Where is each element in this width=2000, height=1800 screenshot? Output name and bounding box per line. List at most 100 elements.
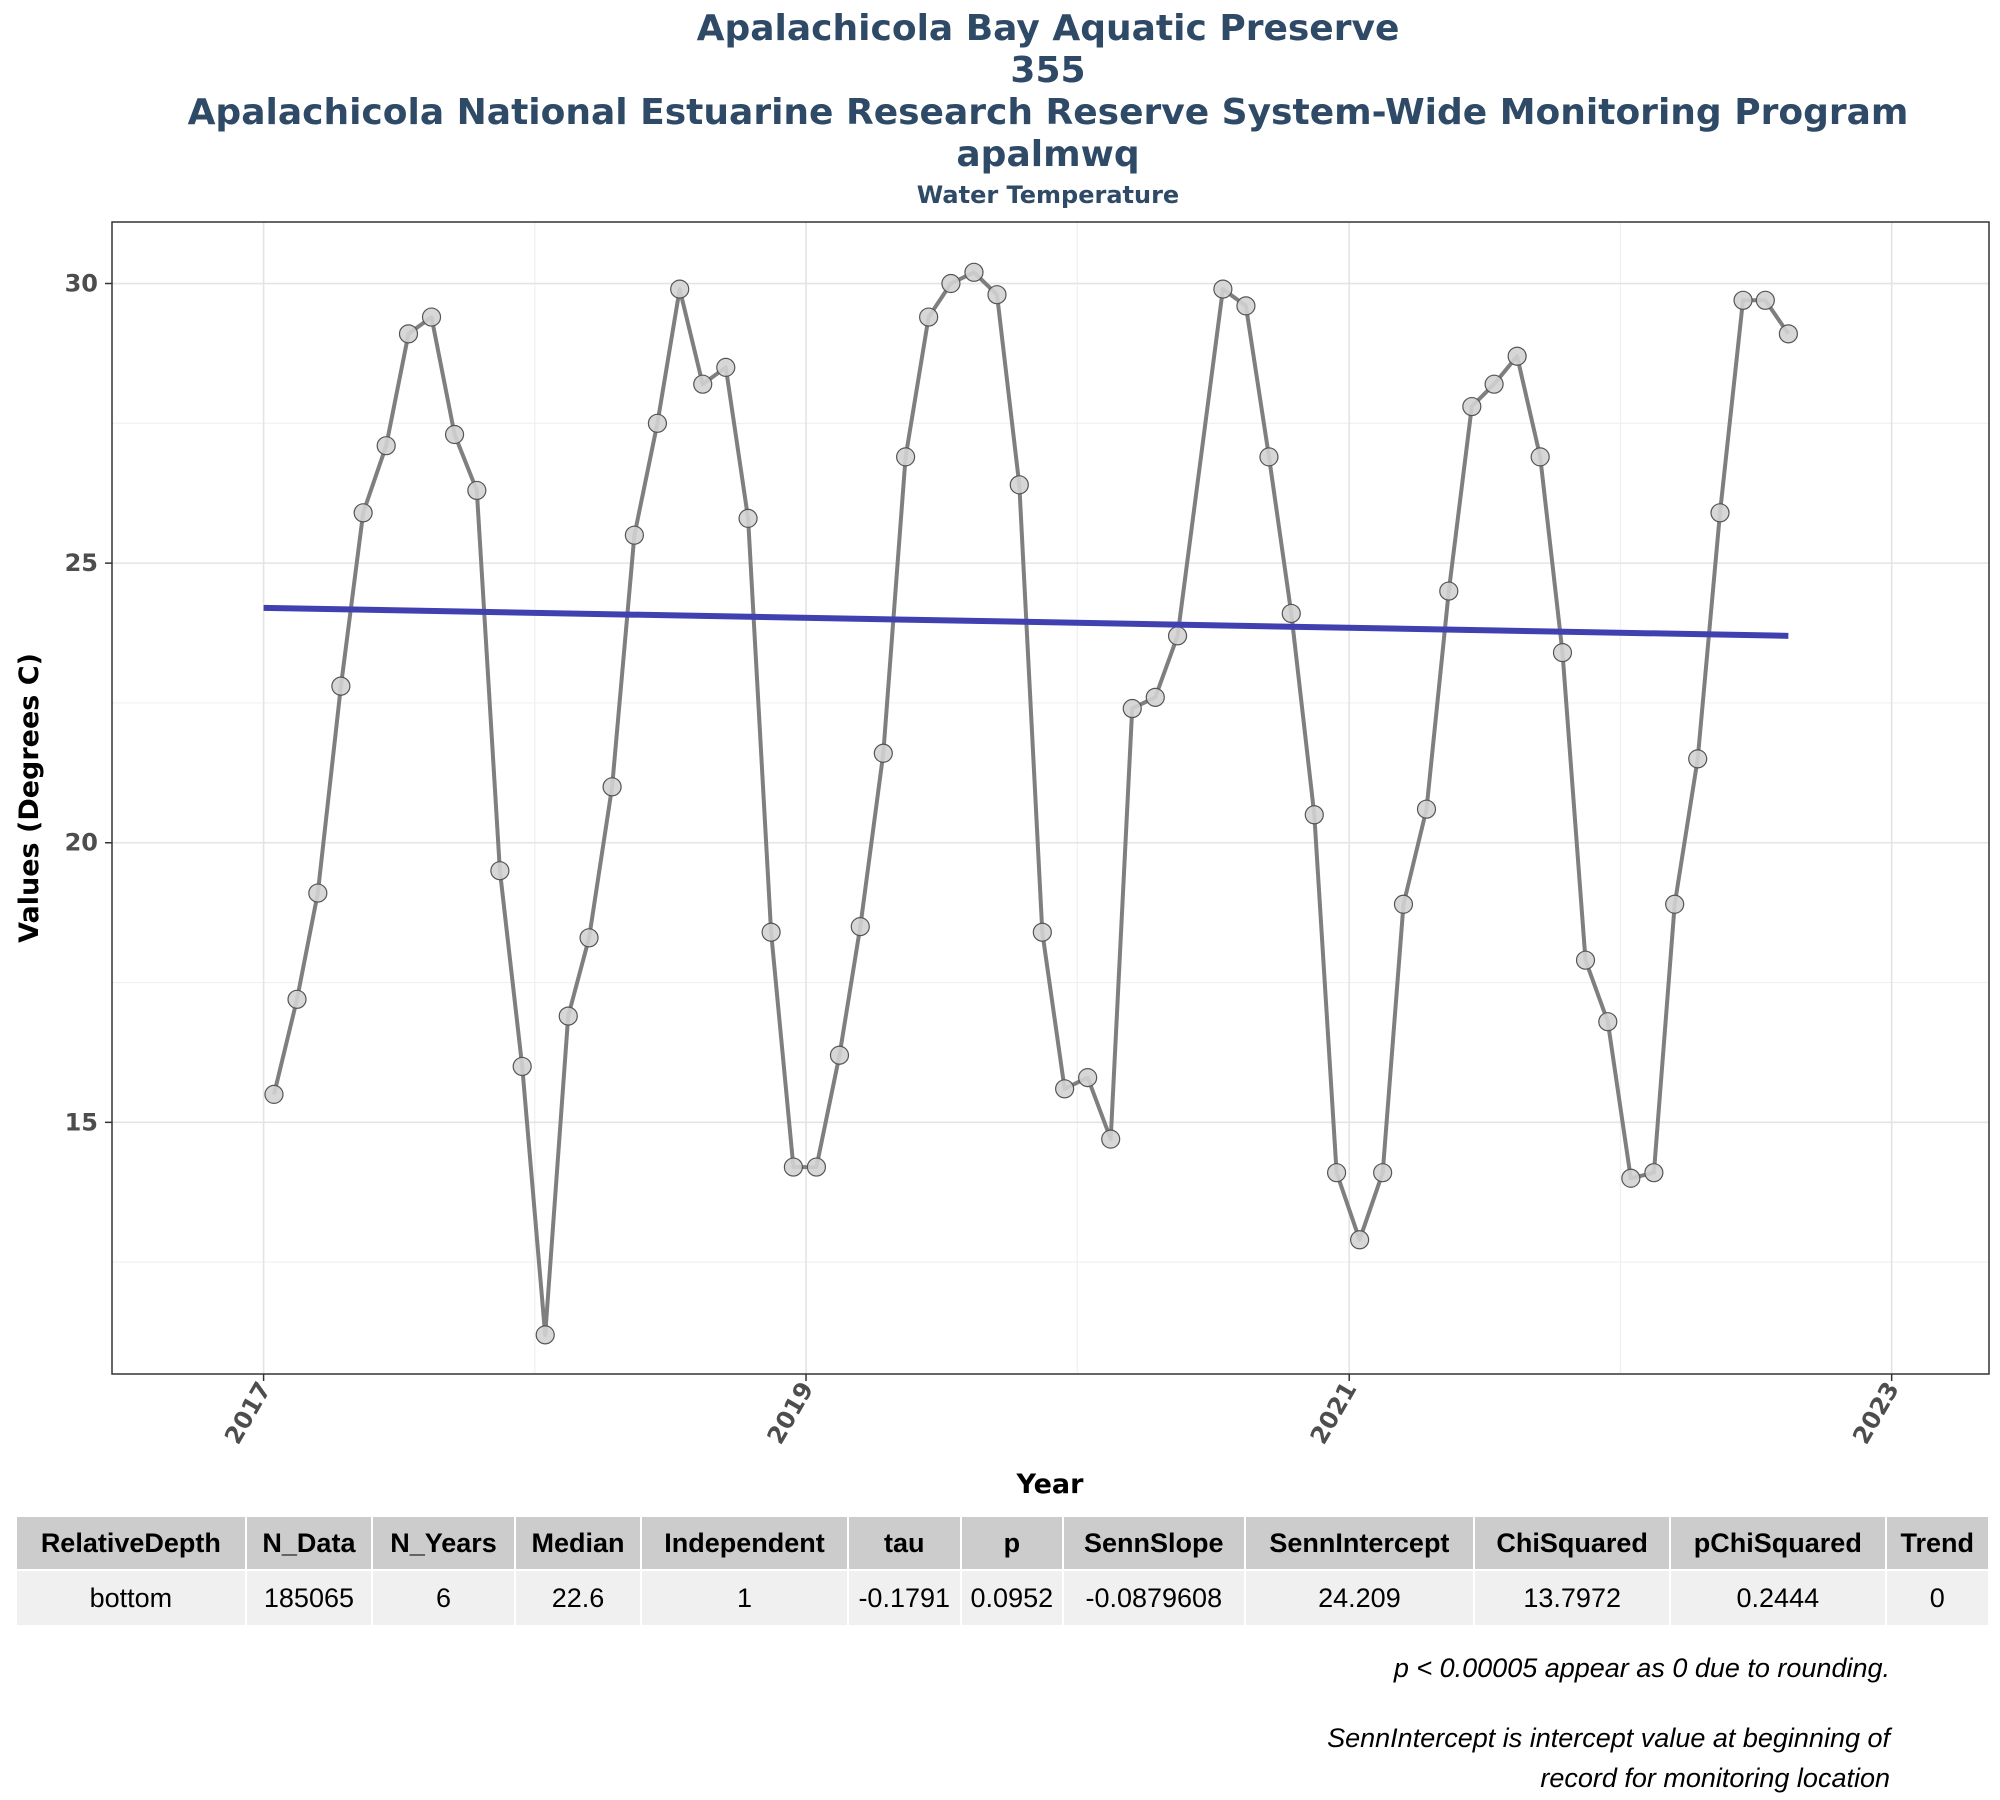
data-point	[1688, 749, 1708, 769]
data-point	[421, 307, 442, 327]
plot-background	[112, 222, 1989, 1374]
stats-header-n_years: N_Years	[373, 1517, 514, 1569]
data-point	[670, 279, 690, 299]
stats-cell-n_data: 185065	[246, 1571, 372, 1625]
plot-panel-border	[111, 221, 1990, 1375]
data-point	[398, 324, 419, 344]
data-point	[1101, 1129, 1121, 1149]
data-point	[1304, 805, 1324, 825]
data-point	[873, 743, 893, 763]
data-point	[1621, 1168, 1641, 1188]
data-point	[558, 1006, 578, 1026]
data-point	[1439, 581, 1459, 601]
data-point	[1032, 922, 1052, 942]
data-point	[1733, 290, 1753, 310]
data-point	[579, 928, 599, 948]
y-tick-label: 20	[65, 829, 98, 857]
stats-header-sennintercept: SennIntercept	[1245, 1517, 1474, 1569]
title-line-2: 355	[1010, 50, 1086, 91]
data-point	[1236, 296, 1256, 316]
data-point	[535, 1325, 555, 1345]
data-point	[964, 262, 984, 282]
data-point	[829, 1045, 850, 1065]
data-point	[919, 307, 939, 327]
stats-cell-sennintercept: 24.209	[1245, 1571, 1474, 1625]
title-line-1: Apalachicola Bay Aquatic Preserve	[696, 8, 1400, 49]
x-tick-label: 2023	[1847, 1377, 1905, 1449]
y-tick-label: 30	[65, 270, 98, 298]
data-point	[783, 1157, 803, 1177]
data-point	[1281, 603, 1301, 624]
stats-header-median: Median	[515, 1517, 641, 1569]
data-point	[1665, 894, 1685, 914]
data-point	[331, 676, 351, 696]
data-point	[1259, 447, 1279, 467]
stats-header-row: RelativeDepth N_Data N_Years Median Independ…	[17, 1517, 1988, 1569]
temperature-chart: 15 20 25 30 2017 2019 2021 2023 Year Values (De…	[14, 221, 1990, 1500]
data-point	[941, 273, 961, 294]
data-point	[602, 777, 622, 797]
stats-cell-chisquared: 13.7972	[1475, 1571, 1670, 1625]
data-point	[1755, 290, 1775, 310]
data-point	[1055, 1079, 1075, 1099]
stats-header-trend: Trend	[1886, 1517, 1988, 1569]
title-line-3: Apalachicola National Estuarine Research…	[187, 92, 1909, 133]
stats-header-sennslope: SennSlope	[1063, 1517, 1244, 1569]
data-point	[287, 989, 307, 1009]
data-point	[1575, 950, 1596, 970]
data-point	[512, 1056, 532, 1077]
data-point	[1462, 396, 1482, 417]
stats-cell-n_years: 6	[373, 1571, 514, 1625]
stats-cell-trend: 0	[1886, 1571, 1988, 1625]
x-tick-label: 2017	[219, 1377, 277, 1449]
data-point	[987, 285, 1007, 305]
stats-header-chisquared: ChiSquared	[1475, 1517, 1670, 1569]
data-point	[308, 883, 328, 903]
stats-cell-median: 22.6	[515, 1571, 641, 1625]
data-point	[1552, 643, 1573, 663]
stats-header-relativedepth: RelativeDepth	[17, 1517, 245, 1569]
data-point	[1078, 1068, 1098, 1088]
stats-cell-pchisquared: 0.2444	[1671, 1571, 1885, 1625]
data-point	[1644, 1163, 1664, 1183]
data-point	[1710, 503, 1730, 523]
data-point	[1213, 279, 1233, 299]
data-point	[444, 424, 465, 445]
data-point	[1373, 1163, 1393, 1183]
data-point	[1778, 324, 1798, 344]
stats-cell-sennslope: -0.0879608	[1063, 1571, 1244, 1625]
stats-header-p: p	[961, 1517, 1062, 1569]
x-tick-label: 2021	[1305, 1377, 1363, 1449]
y-tick-label: 25	[65, 549, 98, 577]
data-point	[1598, 1012, 1618, 1032]
data-point	[1350, 1230, 1370, 1250]
data-point	[1507, 346, 1527, 366]
data-point	[353, 503, 373, 523]
data-point	[850, 917, 870, 937]
data-point	[1416, 799, 1437, 819]
data-point	[624, 525, 644, 545]
data-point	[1009, 475, 1029, 495]
stats-cell-independent: 1	[642, 1571, 847, 1625]
stats-table: RelativeDepth N_Data N_Years Median Independ…	[15, 1515, 1990, 1627]
data-point	[647, 413, 668, 433]
data-point	[1145, 687, 1165, 707]
data-point	[376, 436, 396, 456]
data-point	[490, 861, 510, 881]
stats-header-pchisquared: pChiSquared	[1671, 1517, 1885, 1569]
stats-header-n_data: N_Data	[246, 1517, 372, 1569]
intercept-note-line-2: record for monitoring location	[1540, 1763, 1890, 1793]
chart-titles: Apalachicola Bay Aquatic Preserve 355 Ap…	[0, 8, 2000, 212]
series-group	[263, 262, 1798, 1345]
data-point	[693, 374, 713, 394]
trend-line	[263, 604, 1789, 639]
data-point	[806, 1157, 827, 1177]
stats-cell-tau: -0.1791	[848, 1571, 960, 1625]
x-tick-label: 2019	[762, 1377, 820, 1449]
title-line-4: apalmwq	[956, 134, 1140, 175]
data-point	[467, 480, 487, 501]
stats-data-row: bottom 185065 6 22.6 1 -0.1791 0.0952 -0.087960…	[17, 1571, 1988, 1625]
data-point	[716, 357, 736, 377]
data-point	[738, 508, 758, 528]
stats-header-independent: Independent	[642, 1517, 847, 1569]
